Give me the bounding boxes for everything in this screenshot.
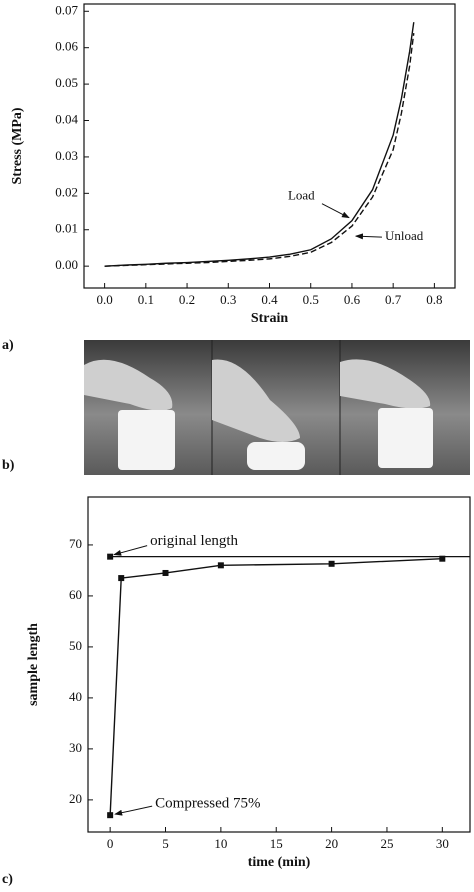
x-tick-label: 0.8 <box>426 292 442 307</box>
x-axis-title: time (min) <box>248 855 311 870</box>
x-tick-label: 15 <box>270 836 283 851</box>
x-tick-label: 0.4 <box>261 292 278 307</box>
x-tick-label: 0.7 <box>385 292 402 307</box>
panel-label: a) <box>2 338 14 353</box>
data-point <box>328 560 335 567</box>
reference-point <box>107 553 114 560</box>
y-tick-label: 0.00 <box>55 257 78 272</box>
x-axis-title: Strain <box>251 311 289 326</box>
x-tick-label: 5 <box>162 836 169 851</box>
y-tick-label: 0.06 <box>55 39 78 54</box>
y-tick-label: 0.07 <box>55 2 78 17</box>
series-line <box>104 33 415 267</box>
annotation-arrow <box>321 203 350 219</box>
y-tick-label: 50 <box>69 638 82 653</box>
y-tick-label: 60 <box>69 587 82 602</box>
x-tick-label: 20 <box>325 836 338 851</box>
x-tick-label: 0.5 <box>303 292 319 307</box>
series-line <box>104 22 415 267</box>
y-tick-label: 0.04 <box>55 111 78 126</box>
y-tick-label: 0.05 <box>55 75 78 90</box>
x-tick-label: 0 <box>107 836 114 851</box>
x-tick-label: 30 <box>436 836 449 851</box>
y-tick-label: 0.02 <box>55 184 78 199</box>
x-tick-label: 0.0 <box>96 292 112 307</box>
y-tick-label: 30 <box>69 740 82 755</box>
sample <box>247 442 305 470</box>
y-tick-label: 0.03 <box>55 148 78 163</box>
x-tick-label: 0.2 <box>179 292 195 307</box>
data-point <box>107 812 114 819</box>
y-tick-label: 70 <box>69 536 82 551</box>
annotation: original length <box>150 533 238 549</box>
annotation: Compressed 75% <box>155 796 260 812</box>
y-tick-label: 40 <box>69 689 82 704</box>
y-axis-title: Stress (MPa) <box>10 107 25 184</box>
plot-frame <box>83 3 456 289</box>
legend-label: Load <box>288 188 315 203</box>
finger <box>340 359 431 409</box>
panel-label: c) <box>2 872 13 887</box>
y-tick-label: 0.01 <box>55 221 78 236</box>
x-tick-label: 0.6 <box>344 292 361 307</box>
data-point <box>217 562 224 569</box>
data-point <box>118 575 125 582</box>
x-tick-label: 25 <box>380 836 393 851</box>
data-point <box>439 555 446 562</box>
y-axis-title: sample length <box>26 623 41 706</box>
sample <box>118 410 175 470</box>
plot-frame <box>87 496 471 833</box>
data-point <box>162 569 169 576</box>
x-tick-label: 10 <box>214 836 227 851</box>
legend-label: Unload <box>385 228 424 243</box>
x-tick-label: 0.3 <box>220 292 236 307</box>
sample <box>378 408 433 468</box>
panel-label: b) <box>2 458 15 473</box>
series-line <box>109 557 443 816</box>
annotation-arrow <box>354 233 382 240</box>
y-tick-label: 20 <box>69 791 82 806</box>
finger <box>212 359 300 442</box>
finger <box>84 359 173 411</box>
photo-panel <box>84 340 470 475</box>
x-tick-label: 0.1 <box>138 292 154 307</box>
annotation-arrow <box>114 805 153 816</box>
annotation-arrow <box>113 545 148 556</box>
